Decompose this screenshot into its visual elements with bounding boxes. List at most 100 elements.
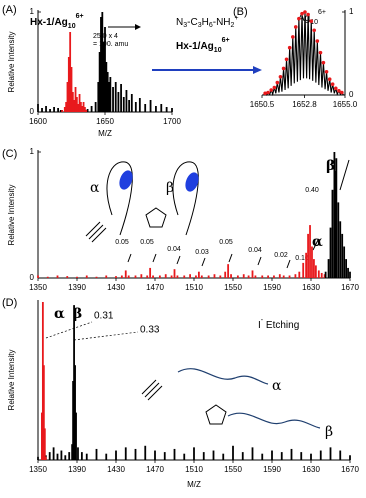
peak-label: 0.05 <box>219 239 233 246</box>
marker <box>321 60 326 65</box>
y-tick-label: 1 <box>30 147 35 156</box>
text: -NH <box>213 17 231 28</box>
x-tick-label: 1600 <box>29 117 47 126</box>
cartoon-alpha: α <box>90 180 100 196</box>
text: 6+ <box>318 9 326 16</box>
linker-label: N3-C3H6-NH2+ <box>176 15 239 29</box>
ratio-label: 0.33 <box>140 325 160 336</box>
marker <box>287 45 292 50</box>
text: 6+ <box>76 13 84 20</box>
y-tick-label: 0 <box>30 107 35 116</box>
x-tick-label: 1650 <box>96 117 114 126</box>
scale-note: = 100. amu <box>93 41 128 48</box>
text: N <box>176 17 183 28</box>
text: Etching <box>263 320 299 331</box>
cartoon-beta: β <box>166 180 174 196</box>
text: 10 <box>214 47 222 54</box>
x-axis-label: M/Z <box>98 129 112 138</box>
x-tick-label: 1652.8 <box>292 100 317 109</box>
text: + <box>234 15 238 22</box>
marker <box>306 12 310 17</box>
marker <box>340 90 344 95</box>
peak-label: 0.04 <box>248 247 262 254</box>
text: -C <box>187 17 198 28</box>
y-axis-label: Relative Intensity <box>7 32 16 93</box>
x-tick-label: 1510 <box>185 465 203 474</box>
x-tick-label: 1390 <box>68 283 86 292</box>
marker <box>315 39 320 43</box>
product-label: Hx-1/Ag106+ <box>176 37 230 54</box>
alpha-label: α <box>54 306 65 322</box>
marker <box>266 90 270 95</box>
panel-label: (C) <box>2 148 17 160</box>
marker <box>309 19 314 23</box>
x-tick-label: 1655.0 <box>333 100 358 109</box>
nucleus <box>185 172 199 192</box>
marker <box>300 11 304 16</box>
beta-label: β <box>326 158 335 174</box>
x-tick-label: 1510 <box>185 283 203 292</box>
y-tick-label: 0 <box>30 273 35 282</box>
alkyne <box>141 379 163 401</box>
marker <box>333 86 338 91</box>
marker <box>297 16 301 21</box>
text: 2 <box>231 22 235 29</box>
panel-label: (B) <box>233 6 248 18</box>
text: Ag <box>298 13 310 24</box>
etching-label: I- Etching <box>258 317 299 331</box>
marker <box>312 28 316 33</box>
y-axis-label: Relative Intensity <box>7 185 16 246</box>
peak-label: 0.16 <box>295 255 309 262</box>
x-tick-label: 1550 <box>224 283 242 292</box>
marker <box>318 50 323 55</box>
marker <box>269 88 274 92</box>
y-tick-label: 1 <box>30 7 35 16</box>
x-tick-label: 1590 <box>263 465 281 474</box>
arrow-head <box>253 66 262 74</box>
text: 3 <box>198 22 202 29</box>
chain <box>177 368 269 385</box>
y-tick-label: 0 <box>349 90 354 99</box>
text: I <box>258 320 261 331</box>
x-tick-label: 1430 <box>107 465 125 474</box>
marker <box>291 35 295 39</box>
marker <box>337 89 341 93</box>
x-tick-label: 1430 <box>107 283 125 292</box>
x-axis-label: M/Z <box>187 480 201 489</box>
text: Hx-1/Ag <box>30 17 68 28</box>
x-tick-label: 1650.5 <box>250 100 275 109</box>
marker <box>293 25 298 29</box>
x-tick-label: 1630 <box>302 465 320 474</box>
panel-label: (A) <box>2 4 17 16</box>
nucleus <box>119 170 133 190</box>
y-tick-label: 1 <box>349 7 354 16</box>
marker <box>324 69 329 74</box>
x-tick-label: 1470 <box>146 283 164 292</box>
marker <box>281 66 286 71</box>
ratio-label: 0.31 <box>94 311 114 322</box>
x-tick-label: 1350 <box>29 465 47 474</box>
text: 10 <box>310 19 318 26</box>
cyclopentane <box>145 207 167 228</box>
leader-lines <box>127 159 350 269</box>
marker <box>284 57 289 62</box>
beta-label: β <box>73 306 82 322</box>
peak-label: 0.05 <box>140 239 154 246</box>
complex-label: Hx-1/Ag106+ <box>30 13 84 30</box>
leader-lines <box>45 321 139 341</box>
text: H <box>202 17 209 28</box>
cyclopentane <box>205 404 227 425</box>
x-tick-label: 1470 <box>146 465 164 474</box>
x-tick-label: 1670 <box>341 283 359 292</box>
y-axis-label: Relative Intensity <box>7 350 16 411</box>
marker <box>275 80 280 85</box>
cell-beta <box>172 161 199 236</box>
text: 6+ <box>222 37 230 44</box>
ion-label: Ag106+ <box>298 9 326 26</box>
arrow-head <box>135 24 141 30</box>
spectrum-line <box>263 11 344 97</box>
x-tick-label: 1630 <box>302 283 320 292</box>
marker <box>263 91 267 96</box>
marker <box>330 82 335 87</box>
